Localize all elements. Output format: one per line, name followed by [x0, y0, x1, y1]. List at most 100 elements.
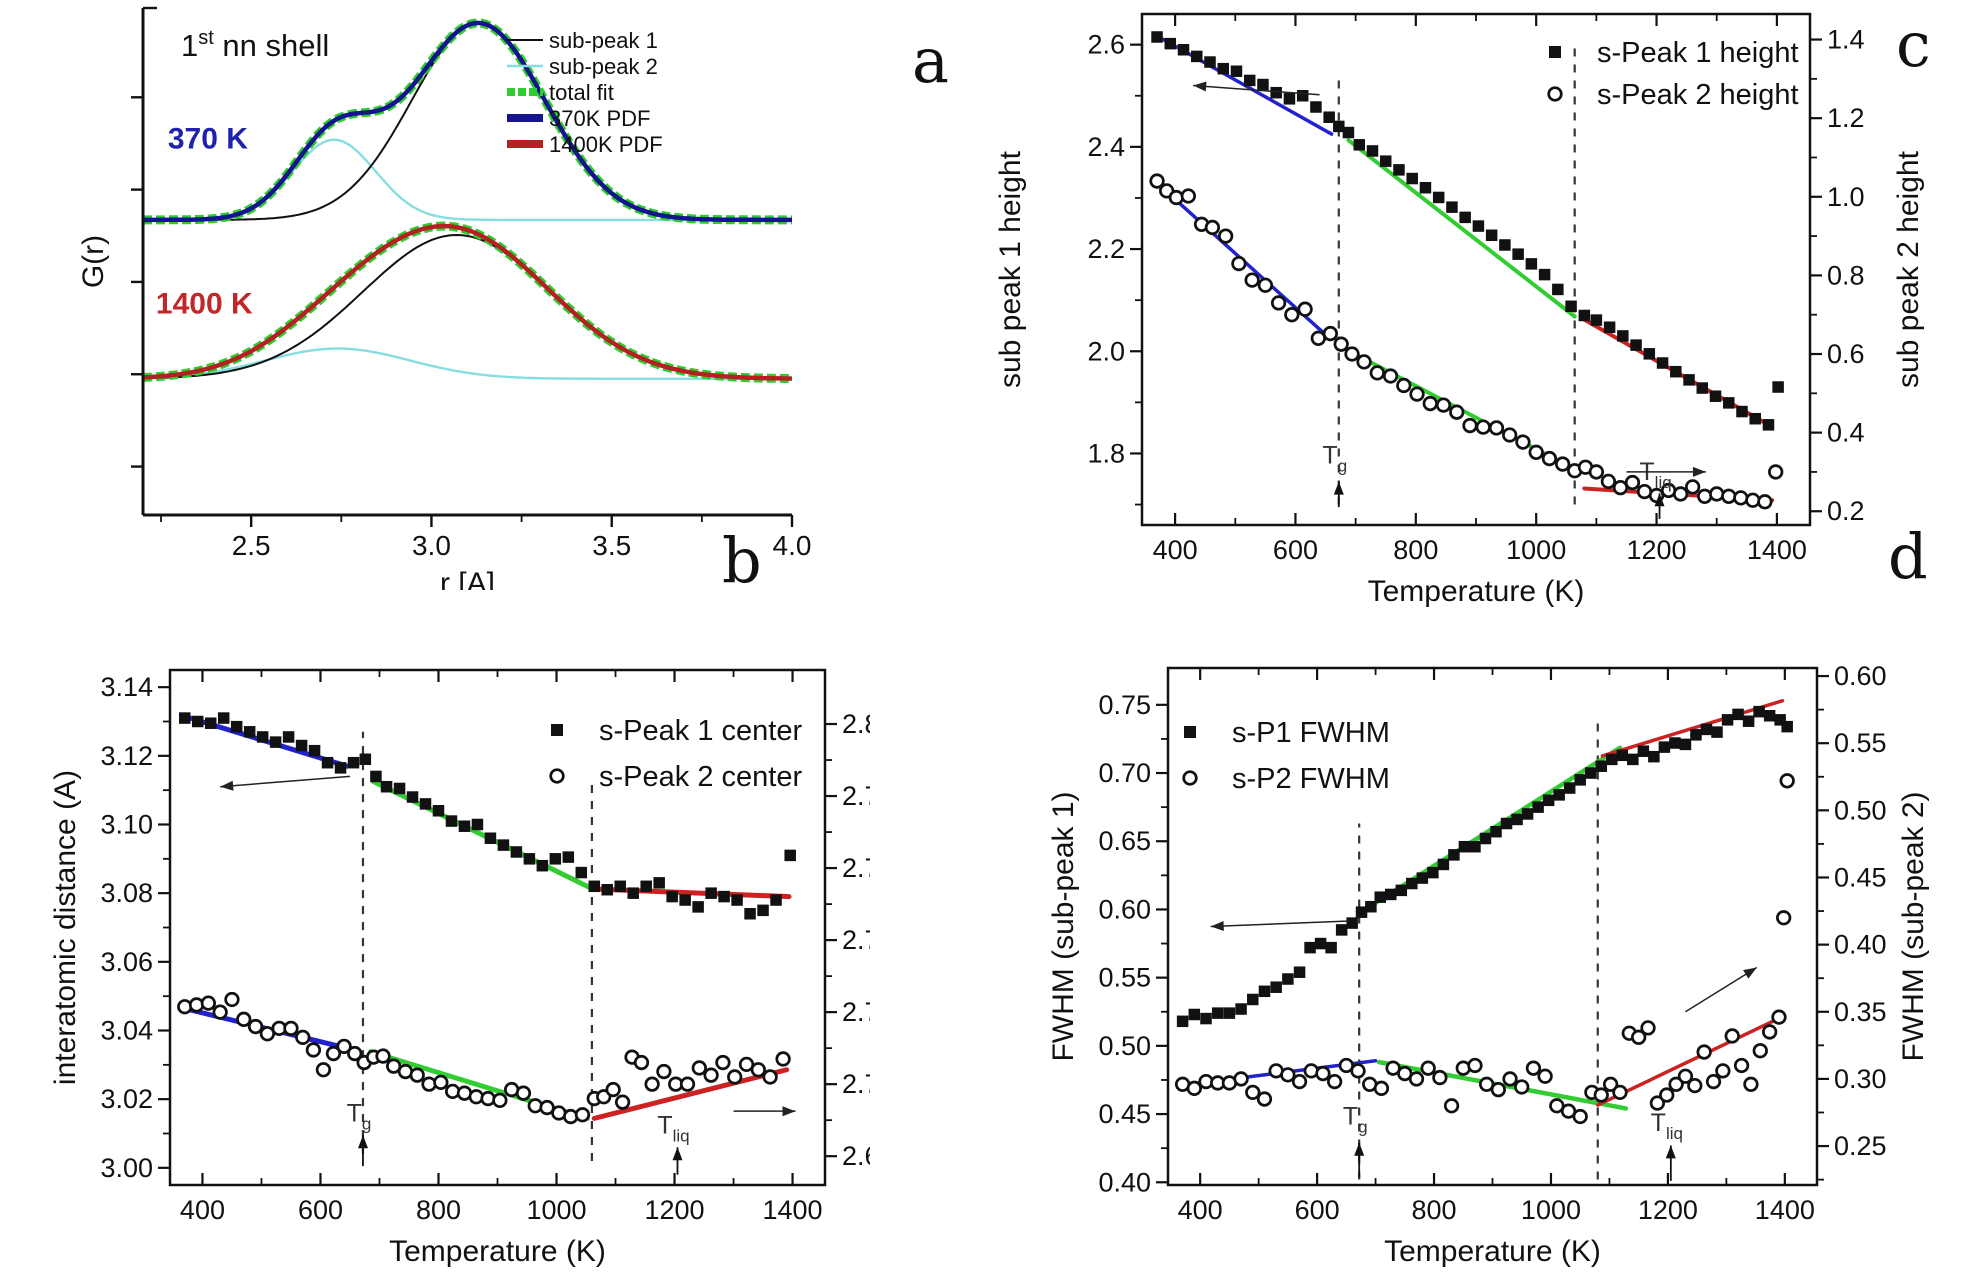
svg-text:800: 800: [1412, 1195, 1457, 1225]
axes: 2.5 3.0 3.5 4.0: [131, 6, 811, 561]
svg-text:3.10: 3.10: [100, 810, 153, 840]
y-axis-right: 0.25 0.30 0.35 0.40 0.45 0.50 0.55 0.60: [1817, 661, 1887, 1181]
svg-text:2.78: 2.78: [842, 781, 870, 811]
svg-text:Tg: Tg: [1343, 1102, 1368, 1136]
axis-indicator-arrows: [1210, 920, 1758, 1013]
svg-text:0.65: 0.65: [1098, 826, 1151, 856]
series-circle: [1149, 173, 1784, 510]
fit-lines: [1182, 698, 1785, 1111]
transition-temperature-labels: Tg Tliq: [347, 1099, 690, 1175]
x-axis-title: r [A]: [440, 567, 495, 590]
svg-text:0.8: 0.8: [1827, 260, 1865, 290]
svg-text:600: 600: [1273, 535, 1318, 565]
panel-d-fwhm-chart: 400 600 800 1000 1200 1400 0.40 0.45 0.50 0.55 0.6…: [1040, 640, 1968, 1282]
svg-text:0.60: 0.60: [1834, 661, 1887, 691]
axis-indicator-arrows: [1193, 81, 1706, 477]
svg-text:2.2: 2.2: [1087, 234, 1125, 264]
transition-temperature-labels: Tg Tliq: [1343, 1102, 1683, 1181]
svg-text:2.0: 2.0: [1087, 336, 1125, 366]
curve-label: 370 K: [168, 123, 248, 156]
svg-text:Tliq: Tliq: [657, 1112, 689, 1146]
axes: 400 600 800 1000 1200 1400: [1166, 666, 1819, 1225]
peak-center-chart-svg: 400 600 800 1000 1200 14003.003.023.043.063.0…: [49, 668, 932, 1268]
transition-dashed-lines: [1337, 44, 1576, 505]
x-axis-title: Temperature (K): [1368, 575, 1585, 608]
x-axis-title: Temperature (K): [389, 1235, 606, 1268]
svg-text:370K PDF: 370K PDF: [549, 106, 651, 131]
svg-text:0.45: 0.45: [1098, 1099, 1151, 1129]
y-axis-title-left: FWHM (sub-peak 1): [1047, 791, 1080, 1061]
y-axis-left: 0.40 0.45 0.50 0.55 0.60 0.65 0.70 0.75: [1098, 690, 1168, 1197]
svg-text:s-Peak 2 center: s-Peak 2 center: [599, 761, 802, 793]
svg-text:1400: 1400: [763, 1195, 823, 1225]
svg-text:1000: 1000: [526, 1195, 586, 1225]
series-square: [1176, 705, 1793, 1028]
series-square: [179, 712, 796, 920]
axes: 400 600 800 1000 1200 1400: [168, 668, 827, 1225]
series-square: [1151, 31, 1784, 431]
svg-text:total fit: total fit: [549, 80, 614, 105]
svg-text:2.6: 2.6: [1087, 30, 1125, 60]
svg-text:2.4: 2.4: [1087, 132, 1125, 162]
svg-text:3.02: 3.02: [100, 1084, 153, 1114]
svg-text:3.08: 3.08: [100, 878, 153, 908]
svg-text:600: 600: [298, 1195, 343, 1225]
svg-text:1.8: 1.8: [1087, 438, 1125, 468]
fwhm-chart-svg: 400 600 800 1000 1200 1400 0.40 0.45 0.50 0.55 0.6…: [1047, 661, 1930, 1268]
svg-text:1400: 1400: [1755, 1195, 1815, 1225]
svg-text:Tg: Tg: [1322, 442, 1347, 476]
svg-text:0.2: 0.2: [1827, 496, 1865, 526]
panel-label-a: a: [912, 24, 949, 97]
legend: s-Peak 1 height s-Peak 2 height: [1547, 37, 1799, 111]
panel-title: 1st nn shell: [181, 27, 329, 63]
svg-text:3.00: 3.00: [100, 1153, 153, 1183]
y-axis-title-right: FWHM (sub-peak 2): [1897, 791, 1930, 1061]
svg-text:s-Peak 1 center: s-Peak 1 center: [599, 715, 802, 747]
svg-text:Tg: Tg: [347, 1099, 372, 1133]
svg-text:0.60: 0.60: [1098, 894, 1151, 924]
svg-text:0.4: 0.4: [1827, 418, 1865, 448]
svg-text:s-Peak 1 height: s-Peak 1 height: [1597, 37, 1799, 69]
y-axis-title-left: sub peak 1 height: [994, 150, 1027, 388]
svg-text:0.40: 0.40: [1834, 930, 1887, 960]
svg-text:0.50: 0.50: [1834, 795, 1887, 825]
svg-text:1200: 1200: [1627, 535, 1687, 565]
transition-dashed-lines: [1358, 715, 1599, 1180]
svg-text:800: 800: [1393, 535, 1438, 565]
svg-text:1.2: 1.2: [1827, 103, 1865, 133]
svg-text:400: 400: [1178, 1195, 1223, 1225]
svg-text:400: 400: [180, 1195, 225, 1225]
svg-text:2.70: 2.70: [842, 1069, 870, 1099]
y-axis-title: G(r): [77, 235, 110, 288]
svg-text:0.45: 0.45: [1834, 862, 1887, 892]
transition-dashed-lines: [361, 731, 594, 1161]
series-circle: [1174, 773, 1795, 1125]
svg-text:0.30: 0.30: [1834, 1064, 1887, 1094]
svg-text:1400K PDF: 1400K PDF: [549, 132, 663, 157]
peak-height-chart-svg: 400 600 800 1000 1200 14001.82.02.22.42.60.20…: [994, 12, 1925, 608]
svg-text:3.04: 3.04: [100, 1016, 153, 1046]
svg-text:1200: 1200: [1638, 1195, 1698, 1225]
svg-text:1.4: 1.4: [1827, 25, 1865, 55]
svg-text:sub-peak 1: sub-peak 1: [549, 28, 658, 53]
svg-text:400: 400: [1153, 535, 1198, 565]
panel-label-d: d: [1888, 520, 1928, 593]
svg-text:2.72: 2.72: [842, 997, 870, 1027]
svg-text:600: 600: [1295, 1195, 1340, 1225]
svg-text:0.6: 0.6: [1827, 339, 1865, 369]
svg-text:3.12: 3.12: [100, 741, 153, 771]
svg-text:s-P1 FWHM: s-P1 FWHM: [1232, 717, 1390, 749]
svg-text:2.80: 2.80: [842, 709, 870, 739]
fit-lines: [182, 713, 792, 1121]
axis-indicator-arrows: [220, 775, 796, 1117]
series-circle: [177, 991, 791, 1125]
panel-label-c: c: [1896, 8, 1931, 81]
svg-text:2.76: 2.76: [842, 853, 870, 883]
svg-text:2.74: 2.74: [842, 925, 870, 955]
y-axis-left: 1.8 2.0 2.2 2.4 2.6: [1087, 30, 1142, 506]
svg-text:s-Peak 2 height: s-Peak 2 height: [1597, 79, 1799, 111]
svg-text:s-P2 FWHM: s-P2 FWHM: [1232, 763, 1390, 795]
svg-text:Tliq: Tliq: [1651, 1109, 1683, 1143]
